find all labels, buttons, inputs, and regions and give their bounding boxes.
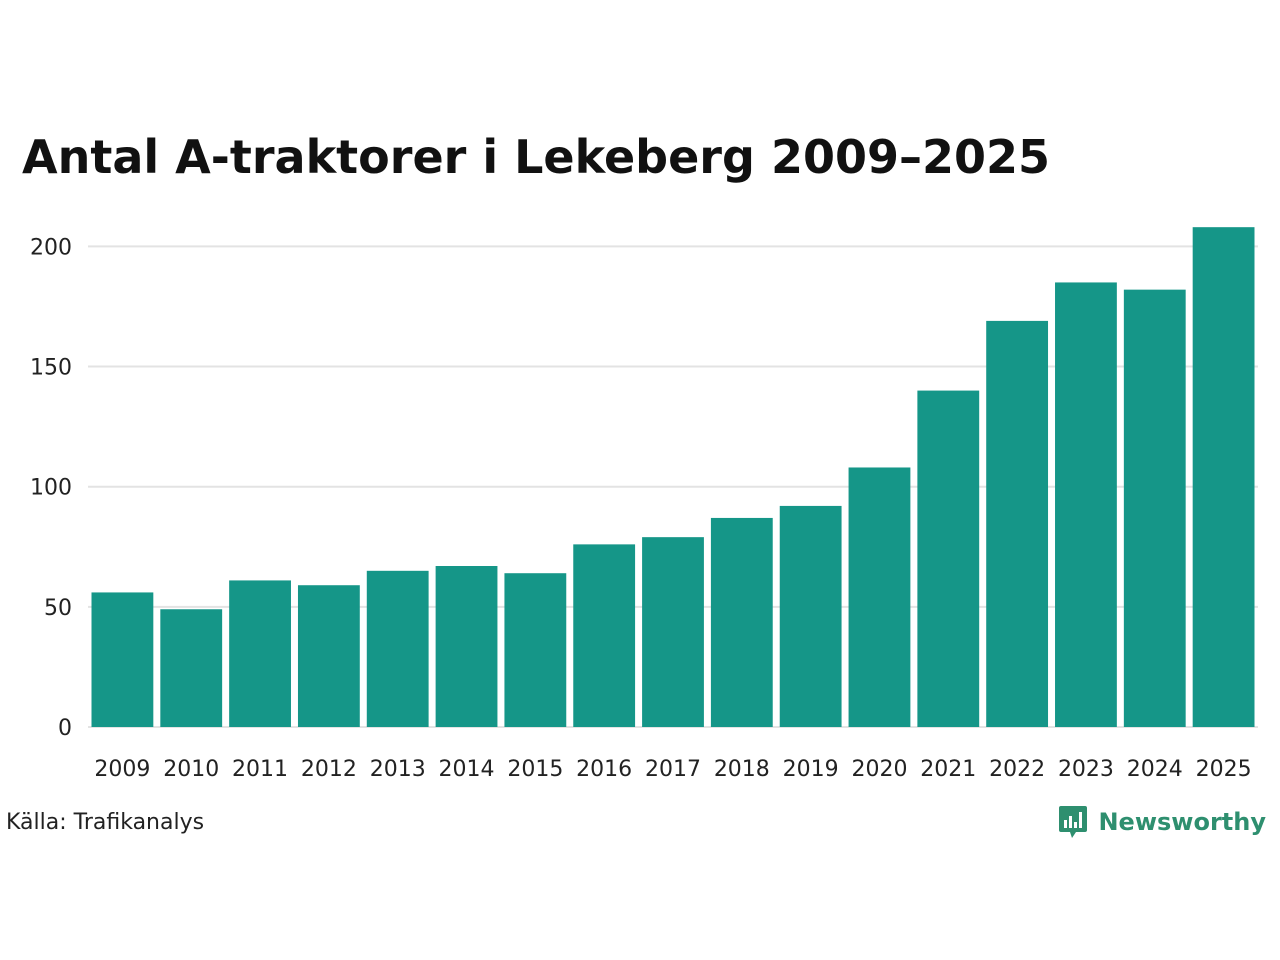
x-tick-label: 2020 (851, 757, 907, 782)
x-tick-label: 2013 (370, 757, 426, 782)
bar-2023[interactable] (1055, 282, 1117, 727)
y-tick-label: 200 (30, 235, 72, 260)
x-tick-label: 2024 (1127, 757, 1183, 782)
brand-name: Newsworthy (1098, 808, 1266, 836)
bar-2009[interactable] (91, 592, 154, 727)
bar-2012[interactable] (297, 585, 360, 727)
chart-title: Antal A-traktorer i Lekeberg 2009–2025 (22, 130, 1050, 184)
x-tick-label: 2010 (163, 757, 219, 782)
x-tick-label: 2022 (989, 757, 1045, 782)
x-tick-label: 2025 (1196, 757, 1252, 782)
x-tick-label: 2016 (576, 757, 632, 782)
x-tick-label: 2021 (920, 757, 976, 782)
bar-2022[interactable] (986, 320, 1049, 727)
source-note: Källa: Trafikanalys (6, 810, 205, 835)
bar-2010[interactable] (160, 609, 223, 727)
bar-2025[interactable] (1192, 227, 1255, 727)
bar-2017[interactable] (642, 537, 704, 727)
x-tick-label: 2015 (507, 757, 563, 782)
bar-2013[interactable] (366, 570, 429, 727)
bar-2021[interactable] (917, 390, 980, 727)
x-tick-label: 2009 (94, 757, 150, 782)
y-tick-label: 0 (58, 716, 72, 741)
y-axis: 0 50 100 150 200 (30, 235, 72, 741)
x-tick-label: 2011 (232, 757, 288, 782)
bar-2015[interactable] (504, 573, 567, 727)
bars (91, 227, 1255, 727)
y-tick-label: 100 (30, 476, 72, 501)
bar-2018[interactable] (710, 517, 773, 727)
newsworthy-logo-icon (1059, 806, 1088, 838)
bar-2024[interactable] (1123, 289, 1186, 727)
x-tick-label: 2012 (301, 757, 357, 782)
bar-2019[interactable] (779, 505, 842, 727)
y-tick-label: 50 (44, 596, 72, 621)
x-axis: 2009 2010 2011 2012 2013 2014 2015 2016 2017 2018… (94, 757, 1251, 782)
bar-2016[interactable] (573, 544, 636, 727)
y-tick-label: 150 (30, 356, 72, 381)
x-tick-label: 2019 (783, 757, 839, 782)
x-tick-label: 2014 (439, 757, 495, 782)
x-tick-label: 2017 (645, 757, 701, 782)
bar-2014[interactable] (435, 566, 498, 727)
x-tick-label: 2023 (1058, 757, 1114, 782)
brand-logo[interactable]: Newsworthy (1058, 802, 1266, 842)
bar-2020[interactable] (848, 467, 911, 727)
x-tick-label: 2018 (714, 757, 770, 782)
bar-2011[interactable] (229, 580, 291, 727)
